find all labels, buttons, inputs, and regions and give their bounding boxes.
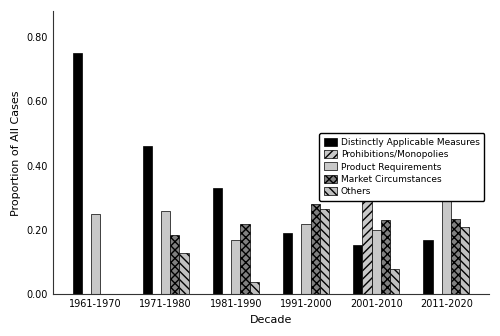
X-axis label: Decade: Decade xyxy=(250,315,292,325)
Bar xyxy=(170,235,179,294)
Bar xyxy=(161,211,170,294)
Bar xyxy=(302,224,310,294)
Bar xyxy=(213,188,222,294)
Bar xyxy=(451,219,460,294)
Bar xyxy=(283,233,292,294)
Bar xyxy=(380,220,390,294)
Bar xyxy=(354,245,362,294)
Bar xyxy=(232,240,240,294)
Y-axis label: Proportion of All Cases: Proportion of All Cases xyxy=(11,90,21,215)
Bar xyxy=(460,227,469,294)
Bar xyxy=(320,209,329,294)
Bar xyxy=(240,224,250,294)
Bar xyxy=(442,188,451,294)
Bar xyxy=(362,169,372,294)
Bar xyxy=(310,204,320,294)
Bar xyxy=(372,230,380,294)
Bar xyxy=(73,53,82,294)
Bar xyxy=(424,240,432,294)
Bar xyxy=(250,282,258,294)
Legend: Distinctly Applicable Measures, Prohibitions/Monopolies, Product Requirements, M: Distinctly Applicable Measures, Prohibit… xyxy=(320,133,484,201)
Bar xyxy=(91,214,100,294)
Bar xyxy=(180,253,188,294)
Bar xyxy=(390,269,399,294)
Bar xyxy=(143,146,152,294)
